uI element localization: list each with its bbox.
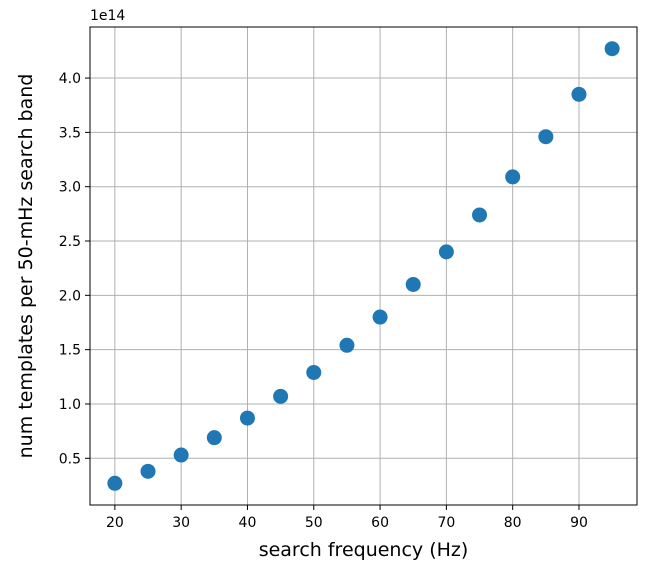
- y-tick-label: 4.0: [59, 71, 81, 87]
- plot-frame: [89, 26, 638, 506]
- y-axis-offset-label: 1e14: [90, 8, 125, 24]
- x-tick-label: 80: [504, 515, 522, 531]
- data-point: [206, 430, 222, 446]
- data-point: [438, 244, 454, 260]
- y-tick-label: 1.5: [59, 343, 81, 359]
- y-tick-label: 2.5: [59, 234, 81, 250]
- x-tick-label: 40: [239, 515, 257, 531]
- data-point: [306, 364, 322, 380]
- data-point: [273, 388, 289, 404]
- data-point: [571, 86, 587, 102]
- x-tick-label: 70: [437, 515, 455, 531]
- data-point: [239, 410, 255, 426]
- x-tick-label: 50: [305, 515, 323, 531]
- y-tick-label: 2.0: [59, 288, 81, 304]
- y-tick-label: 3.5: [59, 125, 81, 141]
- data-point: [339, 337, 355, 353]
- x-tick-label: 20: [106, 515, 124, 531]
- x-axis-label: search frequency (Hz): [259, 539, 469, 561]
- data-point: [505, 169, 521, 185]
- y-tick-label: 3.0: [59, 180, 81, 196]
- y-axis: 0.5 1.0 1.5 2.0 2.5 3.0 3.5 4.0: [59, 71, 90, 467]
- x-tick-label: 90: [570, 515, 588, 531]
- data-point: [472, 207, 488, 223]
- data-point: [538, 129, 554, 145]
- data-point: [372, 309, 388, 325]
- y-axis-label: num templates per 50-mHz search band: [15, 74, 37, 459]
- data-point: [107, 475, 123, 491]
- data-point: [405, 276, 421, 292]
- data-point: [140, 463, 156, 479]
- grid: [90, 27, 637, 505]
- y-tick-label: 0.5: [59, 451, 81, 467]
- x-axis: 20 30 40 50 60 70 80 90: [106, 505, 588, 531]
- data-point: [604, 41, 620, 57]
- data-point: [173, 447, 189, 463]
- x-tick-label: 60: [371, 515, 389, 531]
- x-tick-label: 30: [172, 515, 190, 531]
- y-tick-label: 1.0: [59, 397, 81, 413]
- data-points: [107, 41, 620, 491]
